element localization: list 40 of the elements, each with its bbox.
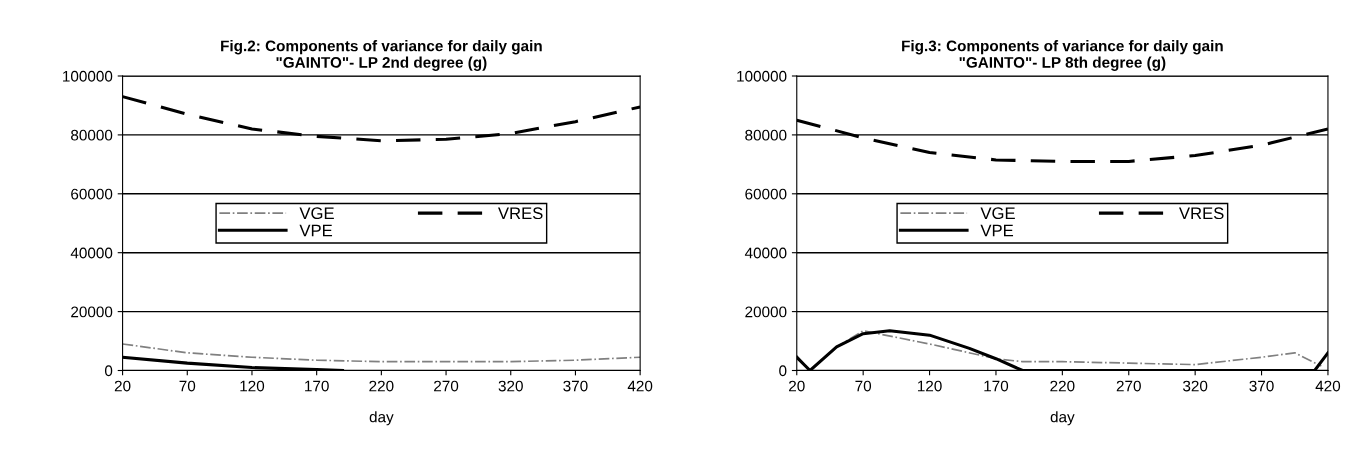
chart-title: Fig.2: Components of variance for daily gain "GAINTO"- LP 2nd degree (g): [221, 40, 542, 71]
x-tick-label: 370: [1249, 380, 1274, 392]
y-tick-label: 60000: [745, 188, 787, 200]
legend-label: VRES: [498, 207, 543, 220]
y-tick-label: 40000: [744, 247, 787, 259]
x-axis-title: day: [1050, 411, 1075, 426]
x-axis-title: day: [369, 411, 394, 426]
x-tick-label: 420: [1315, 380, 1341, 392]
x-tick-label: 320: [1182, 380, 1208, 392]
y-tick-label: 40000: [70, 247, 113, 259]
x-tick-label: 70: [855, 380, 872, 392]
legend-label: VGE: [299, 207, 334, 220]
x-tick-label: 120: [917, 380, 942, 392]
y-tick-label: 20000: [745, 306, 787, 318]
y-tick-label: 0: [779, 365, 787, 377]
y-tick-label: 20000: [71, 306, 113, 318]
legend-label: VPE: [980, 224, 1014, 237]
x-tick-label: 220: [369, 380, 394, 392]
x-tick-label: 170: [984, 380, 1009, 392]
x-tick-label: 20: [789, 380, 805, 392]
y-tick-label: 80000: [71, 129, 113, 141]
y-tick-label: 60000: [71, 188, 113, 200]
legend-label: VGE: [980, 207, 1015, 220]
x-tick-label: 220: [1050, 380, 1075, 392]
y-tick-label: 80000: [745, 129, 787, 141]
x-tick-label: 270: [1116, 380, 1141, 392]
x-tick-label: 270: [434, 380, 459, 392]
chart-title: Fig.3: Components of variance for daily gain "GAINTO"- LP 8th degree (g): [902, 40, 1223, 71]
legend-label: VRES: [1179, 207, 1224, 220]
y-tick-label: 0: [104, 365, 113, 377]
x-tick-label: 120: [240, 380, 265, 392]
legend-label: VPE: [299, 224, 333, 237]
x-tick-label: 320: [498, 380, 523, 392]
x-tick-label: 420: [627, 380, 653, 392]
x-tick-label: 170: [305, 380, 329, 392]
x-tick-label: 20: [114, 380, 131, 392]
x-tick-label: 70: [179, 380, 196, 392]
y-tick-label: 100000: [737, 70, 787, 82]
y-tick-label: 100000: [63, 70, 113, 82]
x-tick-label: 370: [563, 380, 588, 392]
